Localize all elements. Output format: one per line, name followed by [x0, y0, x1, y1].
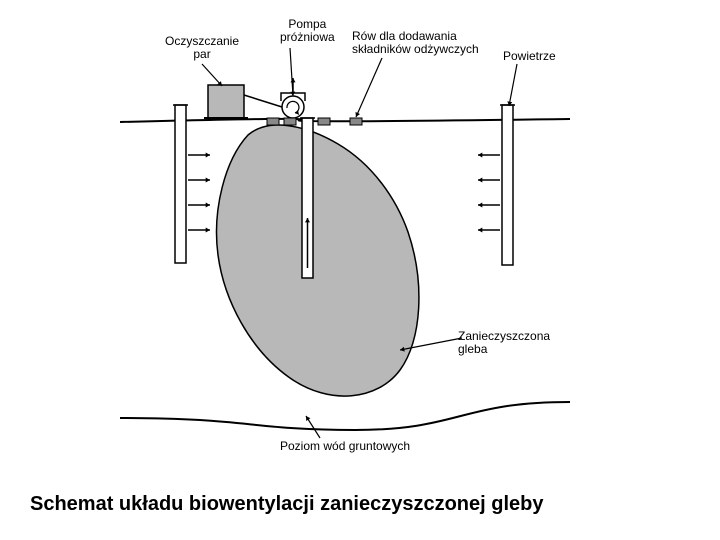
label-vacuum-pump: Pompa próżniowa: [280, 18, 335, 44]
label-nutrient-trough: Rów dla dodawania składników odżywczych: [352, 30, 479, 56]
diagram-svg: [0, 0, 720, 540]
label-contaminated-soil: Zanieczyszczona gleba: [458, 330, 550, 356]
diagram-caption: Schemat układu biowentylacji zanieczyszc…: [30, 493, 544, 516]
label-air: Powietrze: [503, 50, 556, 63]
label-vapor-treatment: Oczyszczanie par: [165, 35, 239, 61]
diagram-canvas: Oczyszczanie par Pompa próżniowa Rów dla…: [0, 0, 720, 540]
label-groundwater-level: Poziom wód gruntowych: [280, 440, 410, 453]
